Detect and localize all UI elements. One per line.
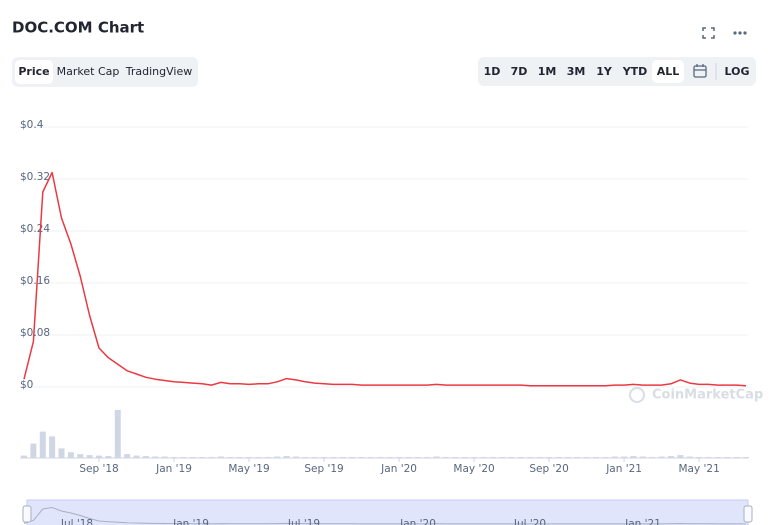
x-tick-label: May '20	[453, 463, 494, 475]
volume-bar	[30, 443, 37, 458]
calendar-icon[interactable]	[693, 64, 707, 78]
y-tick-label: $0.24	[20, 223, 50, 235]
range-button[interactable]: 1M	[538, 65, 557, 78]
range-button[interactable]: YTD	[622, 65, 648, 78]
volume-bar	[667, 456, 674, 458]
volume-bar	[677, 455, 684, 458]
volume-bar	[133, 455, 140, 458]
price-line	[23, 171, 747, 387]
range-active	[652, 60, 684, 83]
volume-bar	[49, 436, 56, 458]
tab[interactable]: Price	[18, 65, 49, 78]
y-tick-label: $0.32	[20, 171, 50, 183]
range-button[interactable]: 1Y	[596, 65, 613, 78]
range-button[interactable]: 3M	[567, 65, 586, 78]
volume-bar	[114, 410, 121, 458]
volume-bar	[639, 456, 646, 458]
volume-bar	[283, 456, 290, 458]
x-tick-label: Jan '21	[605, 463, 642, 475]
tab-active	[15, 60, 53, 84]
navigator-label: Jul '18	[60, 518, 93, 525]
x-tick-label: May '19	[228, 463, 269, 475]
range-button[interactable]: ALL	[657, 65, 680, 78]
more-icon[interactable]	[733, 31, 747, 35]
volume-bar	[21, 455, 27, 458]
x-tick-label: Sep '19	[304, 463, 343, 475]
range-group	[478, 57, 756, 86]
tab[interactable]: Market Cap	[57, 65, 120, 78]
navigator-label: Jul '19	[287, 518, 320, 525]
x-tick-label: Jan '19	[155, 463, 192, 475]
volume-bar	[77, 454, 84, 458]
navigator	[26, 499, 749, 525]
tab-group	[12, 57, 198, 87]
volume-bar	[39, 431, 46, 458]
y-tick-label: $0.08	[20, 327, 50, 339]
tab[interactable]: TradingView	[125, 65, 192, 78]
volume-bar	[96, 455, 103, 458]
navigator-handle[interactable]	[22, 505, 32, 523]
navigator-label: Jul '20	[513, 518, 546, 525]
navigator-line	[23, 506, 746, 525]
watermark: CoinMarketCap	[652, 388, 763, 403]
volume-bar	[58, 448, 65, 458]
volume-bar	[124, 454, 131, 458]
volume-bar	[105, 456, 112, 458]
navigator-label: Jan '19	[172, 518, 209, 525]
volume-bar	[274, 456, 281, 458]
volume-bar	[433, 456, 440, 458]
chart-title: DOC.COM Chart	[12, 19, 144, 37]
volume-bar	[611, 456, 618, 458]
x-tick-label: Sep '20	[529, 463, 568, 475]
volume-bar	[161, 456, 168, 458]
volume-bar	[658, 456, 665, 458]
navigator-label: Jan '21	[624, 518, 661, 525]
fullscreen-icon[interactable]	[702, 27, 715, 39]
volume-bar	[67, 452, 74, 458]
volume-bar	[86, 455, 93, 458]
y-tick-label: $0	[20, 379, 33, 391]
range-button[interactable]: 7D	[511, 65, 528, 78]
volume-bar	[152, 456, 159, 458]
volume-bar	[621, 456, 628, 458]
volume-bar	[686, 456, 693, 458]
log-button[interactable]: LOG	[725, 65, 750, 78]
volume-bar	[292, 456, 299, 458]
y-tick-label: $0.16	[20, 275, 50, 287]
x-tick-label: Sep '18	[79, 463, 118, 475]
watermark-logo	[629, 387, 645, 403]
navigator-handle[interactable]	[743, 505, 753, 523]
range-button[interactable]: 1D	[484, 65, 501, 78]
x-tick-label: Jan '20	[380, 463, 417, 475]
y-tick-label: $0.4	[20, 119, 44, 131]
navigator-label: Jan '20	[399, 518, 436, 525]
volume-bar	[630, 456, 637, 458]
volume-bar	[217, 456, 224, 458]
x-tick-label: May '21	[678, 463, 719, 475]
volume-bar	[142, 456, 149, 458]
